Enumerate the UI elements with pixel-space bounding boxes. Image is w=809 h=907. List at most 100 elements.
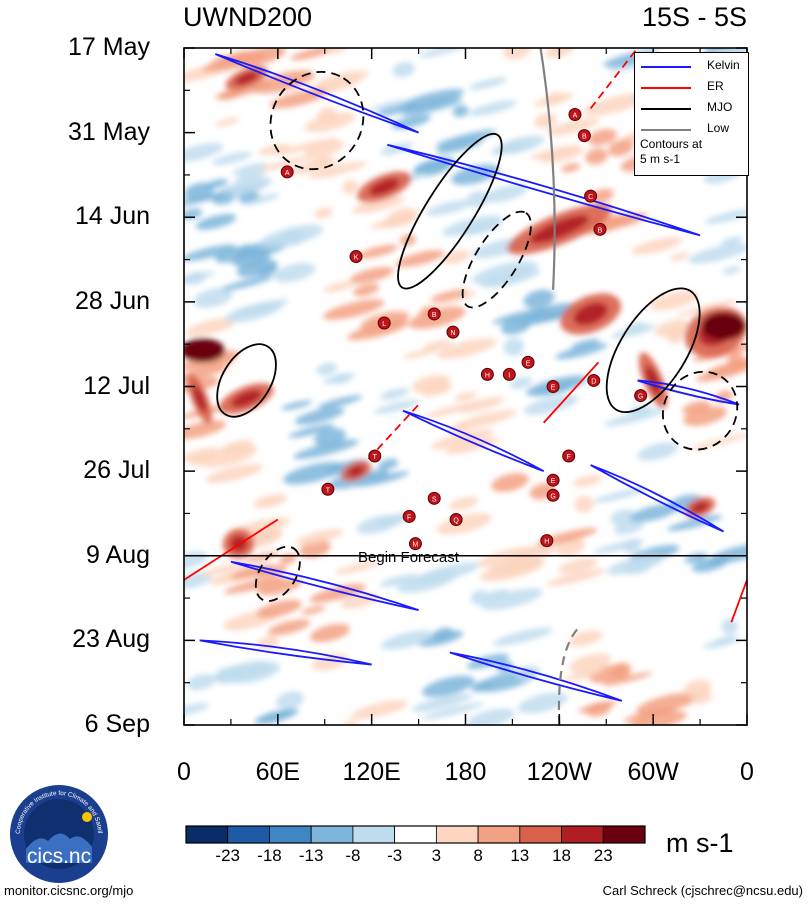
kelvin-contour-6: [230, 560, 419, 612]
storm-marker: B: [427, 307, 441, 321]
storm-label: N: [450, 330, 455, 337]
storm-label: F: [407, 514, 411, 521]
x-tick-label: 0: [740, 758, 754, 786]
storm-label: E: [551, 385, 556, 392]
colorbar-swatch: [477, 825, 521, 844]
storm-label: B: [432, 312, 437, 319]
colorbar-swatch: [561, 825, 604, 844]
storm-marker: H: [480, 367, 494, 381]
legend-swatch-kelvin: [641, 66, 691, 68]
storm-label: I: [508, 372, 510, 379]
storm-label: E: [551, 478, 556, 485]
colorbar-tick-label: -23: [215, 846, 240, 865]
storm-marker: T: [368, 449, 382, 463]
mjo-contour-1: [605, 287, 701, 414]
storm-marker: T: [321, 482, 335, 496]
logo-mountains: [26, 833, 92, 863]
mjo-contour-4: [269, 70, 365, 171]
y-tick-label: 26 Jul: [83, 456, 150, 485]
forecast-label: Begin Forecast: [358, 549, 460, 566]
y-tick-label: 6 Sep: [84, 710, 150, 738]
legend-note-line1: Contours at: [640, 137, 703, 151]
colorbar-tick-label: 18: [552, 846, 571, 865]
legend-label-low: Low: [707, 121, 730, 135]
colorbar-swatch: [602, 825, 646, 844]
y-tick-label: 28 Jun: [74, 286, 150, 315]
axis-ticks: [183, 47, 748, 726]
legend-item-kelvin: Kelvin: [641, 58, 746, 73]
er-contour-5: [730, 579, 747, 623]
colorbar-swatch: [519, 825, 562, 844]
storm-label: T: [373, 454, 378, 461]
storm-marker: K: [349, 250, 363, 264]
storm-label: F: [567, 454, 571, 461]
legend-note-line2: 5 m s-1: [640, 152, 681, 166]
storm-marker: F: [402, 509, 416, 523]
legend-swatch-er: [641, 87, 691, 89]
storm-marker: E: [546, 473, 560, 487]
legend: Kelvin ER MJO Low Contours at 5 m s-1: [634, 52, 749, 176]
storm-label: B: [598, 227, 603, 234]
storm-marker: E: [546, 380, 560, 393]
legend-label-mjo: MJO: [707, 100, 733, 114]
kelvin-contour-4: [402, 409, 545, 472]
mjo-contour-7: [254, 545, 301, 602]
er-contour-3: [543, 361, 600, 424]
x-tick-label: 120W: [526, 758, 592, 786]
y-tick-label: 14 Jun: [74, 202, 150, 231]
storm-label: G: [550, 493, 555, 500]
kelvin-contour-7: [199, 639, 372, 666]
legend-item-er: ER: [641, 79, 746, 94]
storm-label: H: [544, 539, 549, 546]
low-contour-1: [539, 48, 556, 290]
storm-label: S: [432, 496, 437, 503]
storm-marker: S: [427, 491, 441, 505]
storm-marker: B: [593, 222, 607, 236]
storm-marker: F: [562, 449, 576, 463]
colorbar-swatch: [227, 825, 270, 844]
x-tick-label: 0: [177, 758, 191, 786]
er-contour-1: [184, 518, 279, 581]
storm-marker: Q: [449, 512, 463, 526]
storm-marker: H: [540, 534, 554, 548]
storm-label: C: [588, 194, 593, 201]
colorbar-tick-label: -3: [387, 846, 403, 865]
storm-marker: I: [502, 367, 516, 381]
storm-label: M: [413, 542, 419, 549]
logo-sun: [82, 812, 92, 822]
legend-label-er: ER: [707, 79, 724, 93]
storm-marker: C: [584, 189, 598, 203]
colorbar-swatch: [310, 825, 354, 844]
cics-logo: Cooperative Institute for Climate and Sa…: [6, 778, 110, 885]
y-tick-label: 9 Aug: [86, 540, 150, 569]
storm-marker: A: [568, 107, 582, 121]
storm-label: T: [326, 487, 331, 494]
logo-wordmark: cics.nc: [27, 845, 91, 868]
y-tick-label: 17 May: [68, 33, 150, 61]
colorbar-tick-label: -13: [298, 846, 324, 865]
colorbar-swatch: [352, 825, 396, 844]
legend-swatch-mjo: [641, 108, 691, 110]
kelvin-contour-5: [590, 464, 725, 533]
colorbar: [185, 825, 646, 844]
colorbar-tick-label: 8: [473, 846, 483, 865]
storm-marker: G: [546, 488, 560, 502]
storm-label: Q: [453, 517, 459, 524]
colorbar-units: m s-1: [666, 828, 734, 858]
x-tick-label: 180: [444, 758, 487, 786]
storm-markers: A K L B N H I E E D G A B C B T F E G T S F Q M H: [280, 107, 648, 551]
colorbar-tick-label: 13: [510, 846, 530, 865]
storm-label: L: [382, 321, 386, 328]
storm-label: D: [591, 378, 596, 385]
storm-marker: G: [634, 389, 648, 403]
storm-label: A: [285, 170, 290, 177]
colorbar-tick-label: -18: [257, 846, 282, 865]
storm-marker: D: [587, 373, 601, 387]
storm-marker: B: [577, 129, 591, 143]
storm-marker: N: [446, 325, 460, 339]
legend-item-low: Low: [641, 121, 746, 136]
storm-label: A: [573, 112, 578, 119]
storm-marker: E: [521, 355, 535, 369]
mjo-contour-2: [216, 343, 277, 418]
colorbar-swatch: [435, 825, 479, 844]
